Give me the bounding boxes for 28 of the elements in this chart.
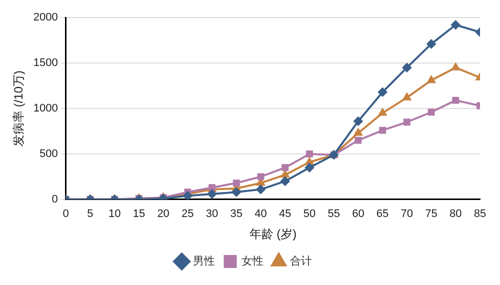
legend-label: 女性 (241, 256, 264, 268)
x-tick-label: 0 (62, 208, 69, 220)
y-tick-label: 0 (52, 193, 58, 206)
x-tick-label: 40 (254, 208, 267, 220)
y-tick-label: 1000 (33, 102, 58, 115)
x-tick-label: 60 (352, 208, 364, 220)
x-tick-label: 55 (328, 208, 340, 220)
y-tick-label: 500 (40, 148, 58, 160)
x-tick-label: 20 (157, 208, 170, 220)
legend-label: 男性 (192, 256, 215, 268)
x-tick-label: 15 (132, 208, 146, 220)
x-tick-label: 30 (206, 208, 218, 220)
y-tick-label: 2000 (33, 12, 58, 24)
legend-label: 合计 (290, 254, 312, 268)
x-tick-label: 35 (230, 208, 243, 220)
x-tick-label: 65 (376, 208, 389, 220)
x-axis-title: 年龄 (岁) (249, 227, 297, 242)
x-tick-label: 25 (182, 208, 194, 220)
y-tick-label: 1500 (33, 57, 58, 70)
x-tick-label: 10 (108, 208, 121, 220)
x-tick-label: 50 (303, 208, 316, 220)
x-tick-label: 70 (400, 208, 414, 220)
x-tick-label: 5 (87, 208, 94, 220)
x-tick-label: 85 (474, 208, 486, 220)
y-axis-title: 发病率 (/10万) (12, 70, 26, 147)
x-tick-label: 75 (425, 208, 438, 220)
x-tick-label: 80 (450, 208, 462, 220)
x-tick-label: 45 (278, 208, 292, 220)
